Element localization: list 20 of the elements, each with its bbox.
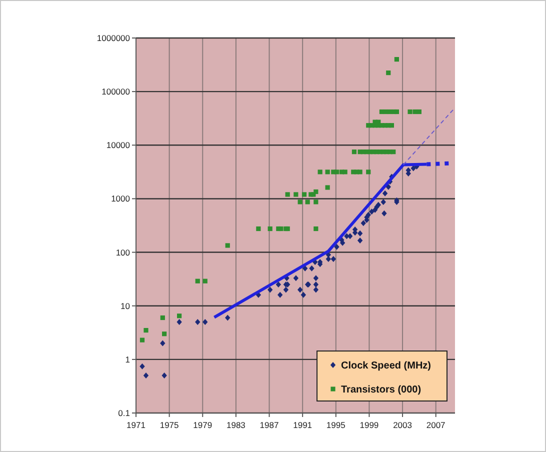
x-tick-label: 1999: [360, 420, 379, 430]
y-tick-label: 1000000: [96, 32, 130, 43]
y-tick-label: 1: [125, 354, 130, 364]
x-tick-label: 2007: [426, 420, 446, 430]
x-tick-label: 1971: [126, 420, 146, 430]
y-tick-label: 10000: [106, 140, 130, 150]
x-tick-label: 2003: [393, 420, 412, 430]
x-tick-label: 1979: [193, 420, 212, 430]
x-tick-label: 1995: [326, 420, 346, 430]
legend-label: Transistors (000): [341, 384, 422, 396]
y-tick-label: 0.1: [118, 408, 130, 418]
y-tick-label: 100: [116, 247, 130, 258]
x-tick-label: 1983: [226, 420, 246, 430]
x-tick-label: 1975: [160, 420, 180, 430]
x-tick-label: 1991: [293, 420, 312, 430]
y-tick-label: 100000: [102, 86, 130, 97]
legend-label: Clock Speed (MHz): [341, 360, 432, 372]
y-tick-label: 1000: [111, 194, 130, 204]
x-tick-label: 1987: [260, 420, 279, 430]
y-tick-label: 10: [120, 300, 130, 311]
